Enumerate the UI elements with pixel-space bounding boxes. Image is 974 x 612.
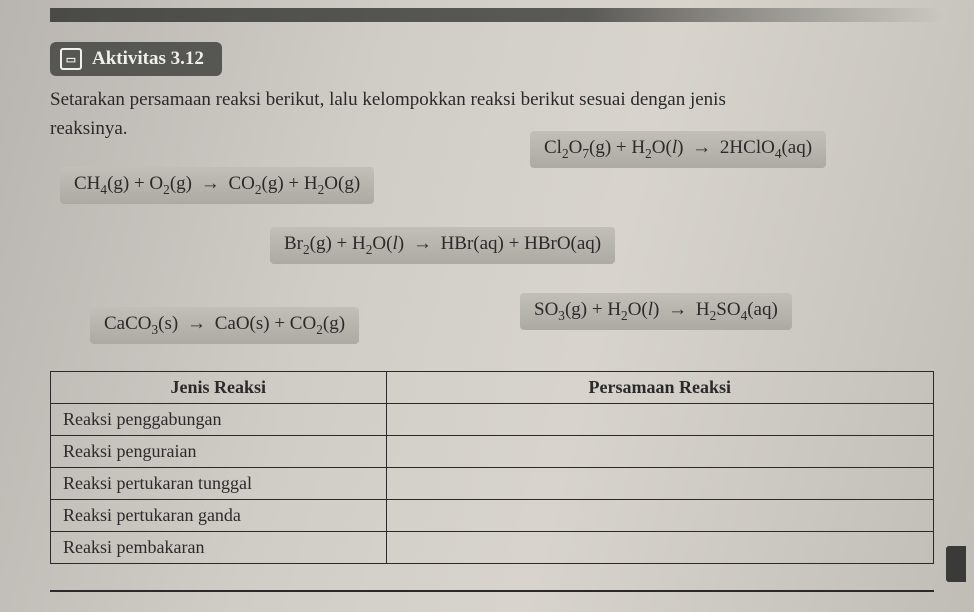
activity-label: Aktivitas 3.12 <box>92 48 204 70</box>
instructions-line-2: reaksinya. <box>50 118 128 139</box>
book-icon: ▭ <box>60 48 82 70</box>
table-row: Reaksi penggabungan <box>51 404 934 436</box>
cell-reaction-type: Reaksi penguraian <box>51 436 387 468</box>
equations-area: CH4(g) + O2(g) → CO2(g) + H2O(g) Cl2O7(g… <box>50 157 934 367</box>
instructions-line-1: Setarakan persamaan reaksi berikut, lalu… <box>50 89 726 110</box>
page-header-bar <box>50 8 944 22</box>
equation-3: Br2(g) + H2O(l) → HBr(aq) + HBrO(aq) <box>270 227 615 264</box>
table-header-type: Jenis Reaksi <box>51 372 387 404</box>
cell-reaction-type: Reaksi pertukaran ganda <box>51 500 387 532</box>
page-side-tab <box>946 546 966 582</box>
equation-2: Cl2O7(g) + H2O(l) → 2HClO4(aq) <box>530 131 826 168</box>
table-row: Reaksi pertukaran ganda <box>51 500 934 532</box>
table-row: Reaksi penguraian <box>51 436 934 468</box>
table-row: Reaksi pembakaran <box>51 532 934 564</box>
table-row: Reaksi pertukaran tunggal <box>51 468 934 500</box>
cell-reaction-eq[interactable] <box>386 532 933 564</box>
cell-reaction-eq[interactable] <box>386 436 933 468</box>
equation-5: SO3(g) + H2O(l) → H2SO4(aq) <box>520 293 792 330</box>
cell-reaction-type: Reaksi pembakaran <box>51 532 387 564</box>
cell-reaction-eq[interactable] <box>386 404 933 436</box>
page-bottom-rule <box>50 590 934 592</box>
activity-badge: ▭ Aktivitas 3.12 <box>50 42 222 76</box>
cell-reaction-type: Reaksi penggabungan <box>51 404 387 436</box>
cell-reaction-eq[interactable] <box>386 500 933 532</box>
cell-reaction-type: Reaksi pertukaran tunggal <box>51 468 387 500</box>
reaction-type-table: Jenis Reaksi Persamaan Reaksi Reaksi pen… <box>50 371 934 564</box>
table-header-row: Jenis Reaksi Persamaan Reaksi <box>51 372 934 404</box>
table-header-equation: Persamaan Reaksi <box>386 372 933 404</box>
cell-reaction-eq[interactable] <box>386 468 933 500</box>
equation-1: CH4(g) + O2(g) → CO2(g) + H2O(g) <box>60 167 374 204</box>
equation-4: CaCO3(s) → CaO(s) + CO2(g) <box>90 307 359 344</box>
